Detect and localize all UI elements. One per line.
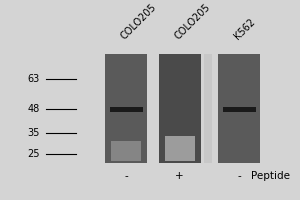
FancyBboxPatch shape	[204, 54, 212, 163]
Text: -: -	[124, 171, 128, 181]
Text: Peptide: Peptide	[251, 171, 290, 181]
Text: +: +	[176, 171, 184, 181]
Text: COLO205: COLO205	[173, 2, 212, 41]
Text: COLO205: COLO205	[119, 2, 159, 41]
FancyBboxPatch shape	[110, 107, 142, 112]
Text: -: -	[237, 171, 241, 181]
Text: K562: K562	[232, 16, 257, 41]
FancyBboxPatch shape	[159, 54, 200, 163]
FancyBboxPatch shape	[111, 141, 141, 161]
FancyBboxPatch shape	[223, 107, 256, 112]
Text: 35: 35	[28, 128, 40, 138]
Text: 48: 48	[28, 104, 40, 114]
FancyBboxPatch shape	[165, 136, 195, 161]
Text: 63: 63	[28, 74, 40, 84]
FancyBboxPatch shape	[105, 54, 147, 163]
Text: 25: 25	[28, 149, 40, 159]
FancyBboxPatch shape	[218, 54, 260, 163]
